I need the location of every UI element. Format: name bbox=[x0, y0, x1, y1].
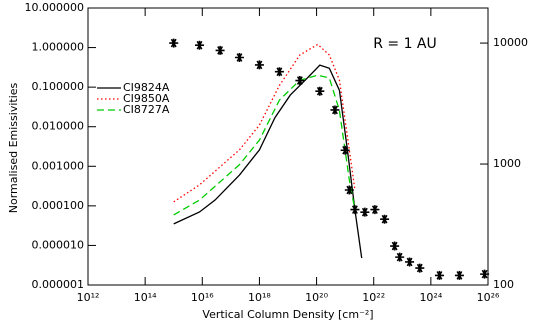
asterisk-marker bbox=[254, 60, 264, 70]
asterisk-marker bbox=[434, 270, 444, 280]
asterisk-marker bbox=[380, 214, 390, 224]
x-tick-label: 10²⁰ bbox=[305, 291, 328, 304]
legend-label: CI8727A bbox=[123, 103, 170, 116]
asterisk-marker bbox=[344, 185, 354, 195]
series-line bbox=[173, 43, 356, 203]
asterisk-marker bbox=[370, 205, 380, 215]
y-tick-label: 1.000000 bbox=[32, 41, 85, 54]
asterisk-marker bbox=[340, 145, 350, 155]
asterisk-marker bbox=[390, 241, 400, 251]
x-tick-label: 10¹⁶ bbox=[191, 291, 214, 304]
x-axis-label: Vertical Column Density [cm⁻²] bbox=[202, 308, 373, 321]
x-tick-label: 10¹⁴ bbox=[134, 291, 157, 304]
y-tick-label: 10.000000 bbox=[25, 1, 85, 14]
y-tick-label: 0.000001 bbox=[32, 278, 85, 291]
legend-label: CI9824A bbox=[123, 81, 170, 94]
asterisk-marker bbox=[395, 252, 405, 262]
x-tick-label: 10¹⁸ bbox=[248, 291, 271, 304]
asterisk-marker bbox=[274, 67, 284, 77]
y-axis-label: Normalised Emissivities bbox=[7, 82, 20, 213]
asterisk-marker bbox=[480, 269, 490, 279]
y2-tick-label: 100 bbox=[493, 278, 514, 291]
x-tick-label: 10²⁶ bbox=[477, 291, 500, 304]
legend-label: CI9850A bbox=[123, 92, 170, 105]
asterisk-marker bbox=[295, 76, 305, 86]
asterisk-marker bbox=[234, 52, 244, 62]
asterisk-marker bbox=[315, 86, 325, 96]
asterisk-marker bbox=[169, 38, 179, 48]
series-line bbox=[173, 64, 363, 259]
plot-frame bbox=[87, 7, 489, 286]
annotation: R = 1 AU bbox=[373, 36, 437, 52]
y-tick-label: 0.001000 bbox=[32, 159, 85, 172]
y-tick-label: 0.000100 bbox=[32, 199, 85, 212]
y2-tick-label: 1000 bbox=[493, 157, 521, 170]
y-tick-label: 0.000010 bbox=[32, 238, 85, 251]
x-tick-label: 10¹² bbox=[77, 291, 100, 304]
y-tick-label: 0.100000 bbox=[32, 80, 85, 93]
asterisk-marker bbox=[454, 270, 464, 280]
series-line bbox=[173, 74, 356, 216]
y-tick-label: 0.010000 bbox=[32, 120, 85, 133]
asterisk-marker bbox=[415, 263, 425, 273]
x-tick-label: 10²² bbox=[362, 291, 385, 304]
y2-tick-label: 10000 bbox=[493, 36, 528, 49]
x-tick-label: 10²⁴ bbox=[419, 291, 442, 304]
asterisk-marker bbox=[195, 40, 205, 50]
asterisk-marker bbox=[360, 207, 370, 217]
asterisk-marker bbox=[330, 105, 340, 115]
asterisk-marker bbox=[215, 45, 225, 55]
asterisk-marker bbox=[350, 205, 360, 215]
asterisk-marker bbox=[405, 257, 415, 267]
